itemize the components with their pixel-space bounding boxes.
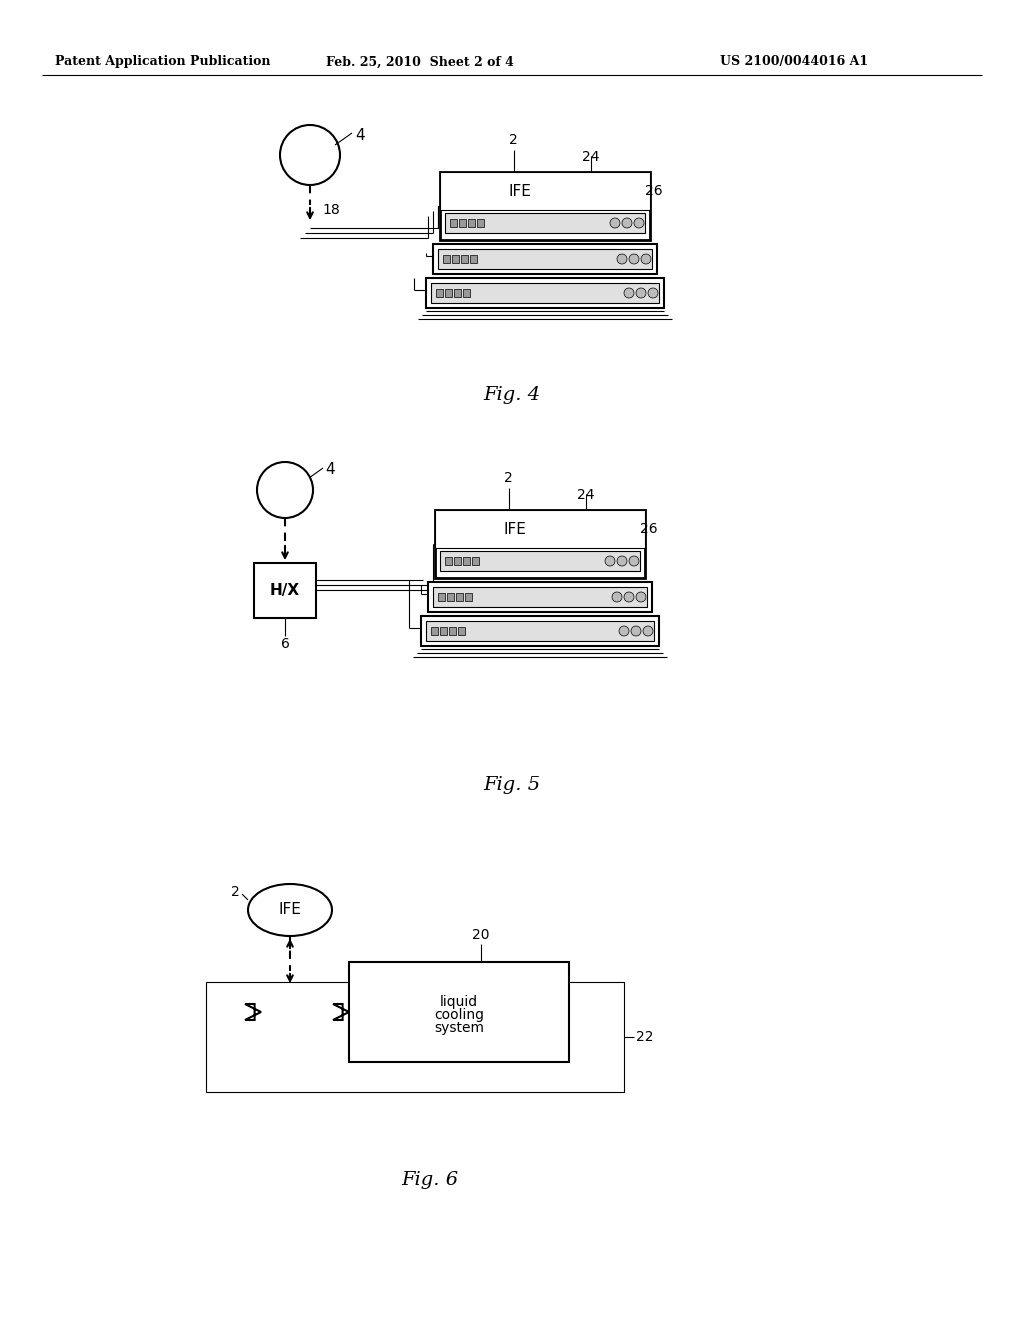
- Text: Feb. 25, 2010  Sheet 2 of 4: Feb. 25, 2010 Sheet 2 of 4: [326, 55, 514, 69]
- Circle shape: [624, 591, 634, 602]
- Text: 6: 6: [286, 1061, 295, 1074]
- Bar: [440, 550, 640, 572]
- Text: 24: 24: [583, 150, 600, 164]
- Text: 18: 18: [322, 203, 340, 216]
- Bar: [431, 627, 438, 635]
- Bar: [449, 627, 456, 635]
- Bar: [447, 593, 454, 601]
- Text: Fig. 6: Fig. 6: [401, 1171, 459, 1189]
- Circle shape: [612, 591, 622, 602]
- Bar: [445, 557, 452, 565]
- Circle shape: [622, 218, 632, 228]
- Bar: [349, 962, 569, 1063]
- Bar: [440, 172, 650, 210]
- Text: 20: 20: [472, 928, 489, 942]
- Text: 4: 4: [355, 128, 365, 143]
- Bar: [468, 219, 475, 227]
- Polygon shape: [333, 1005, 349, 1020]
- Circle shape: [636, 591, 646, 602]
- Text: liquid: liquid: [440, 995, 478, 1008]
- Bar: [421, 616, 659, 645]
- Text: IFE: IFE: [504, 521, 526, 536]
- Bar: [463, 557, 470, 565]
- Circle shape: [605, 556, 615, 566]
- Text: 6: 6: [281, 638, 290, 651]
- Text: Patent Application Publication: Patent Application Publication: [55, 55, 270, 69]
- Bar: [261, 986, 319, 1038]
- Bar: [426, 279, 664, 308]
- Bar: [435, 510, 645, 548]
- Circle shape: [641, 253, 651, 264]
- Text: 22: 22: [636, 1030, 653, 1044]
- Text: US 2100/0044016 A1: US 2100/0044016 A1: [720, 55, 868, 69]
- Bar: [431, 282, 659, 304]
- Circle shape: [610, 218, 620, 228]
- Circle shape: [618, 626, 629, 636]
- Text: 26: 26: [645, 183, 663, 198]
- Text: 24: 24: [578, 488, 595, 502]
- Bar: [445, 213, 645, 234]
- Text: H/X: H/X: [274, 1005, 305, 1019]
- Text: Fig. 5: Fig. 5: [483, 776, 541, 795]
- Bar: [435, 510, 645, 578]
- Bar: [459, 219, 466, 227]
- Bar: [454, 557, 461, 565]
- Circle shape: [629, 556, 639, 566]
- Bar: [426, 620, 654, 642]
- Bar: [443, 255, 450, 263]
- Bar: [450, 219, 457, 227]
- Bar: [470, 255, 477, 263]
- Bar: [472, 557, 479, 565]
- Bar: [254, 564, 316, 618]
- Text: 2: 2: [509, 133, 518, 147]
- Circle shape: [643, 626, 653, 636]
- Circle shape: [617, 556, 627, 566]
- Text: 4: 4: [325, 462, 335, 478]
- Bar: [428, 582, 652, 612]
- Circle shape: [648, 288, 658, 298]
- Text: IFE: IFE: [279, 903, 301, 917]
- Bar: [452, 255, 459, 263]
- Circle shape: [634, 218, 644, 228]
- Bar: [438, 249, 652, 269]
- Text: 2: 2: [230, 884, 240, 899]
- Bar: [477, 219, 484, 227]
- Bar: [463, 289, 470, 297]
- Text: Fig. 4: Fig. 4: [483, 385, 541, 404]
- Text: system: system: [434, 1020, 484, 1035]
- Circle shape: [617, 253, 627, 264]
- Circle shape: [636, 288, 646, 298]
- Text: cooling: cooling: [434, 1008, 484, 1022]
- Bar: [440, 172, 650, 240]
- Bar: [436, 289, 443, 297]
- Bar: [456, 593, 463, 601]
- Polygon shape: [245, 1005, 261, 1020]
- Circle shape: [624, 288, 634, 298]
- Circle shape: [631, 626, 641, 636]
- Bar: [461, 255, 468, 263]
- Text: 26: 26: [640, 521, 657, 536]
- Bar: [206, 982, 624, 1092]
- Bar: [433, 587, 647, 607]
- Bar: [458, 627, 465, 635]
- Bar: [465, 593, 472, 601]
- Bar: [445, 289, 452, 297]
- Bar: [433, 244, 657, 275]
- Text: H/X: H/X: [270, 583, 300, 598]
- Bar: [438, 593, 445, 601]
- Bar: [454, 289, 461, 297]
- Ellipse shape: [248, 884, 332, 936]
- Text: 2: 2: [504, 471, 513, 484]
- Bar: [440, 627, 447, 635]
- Text: IFE: IFE: [508, 183, 531, 198]
- Circle shape: [629, 253, 639, 264]
